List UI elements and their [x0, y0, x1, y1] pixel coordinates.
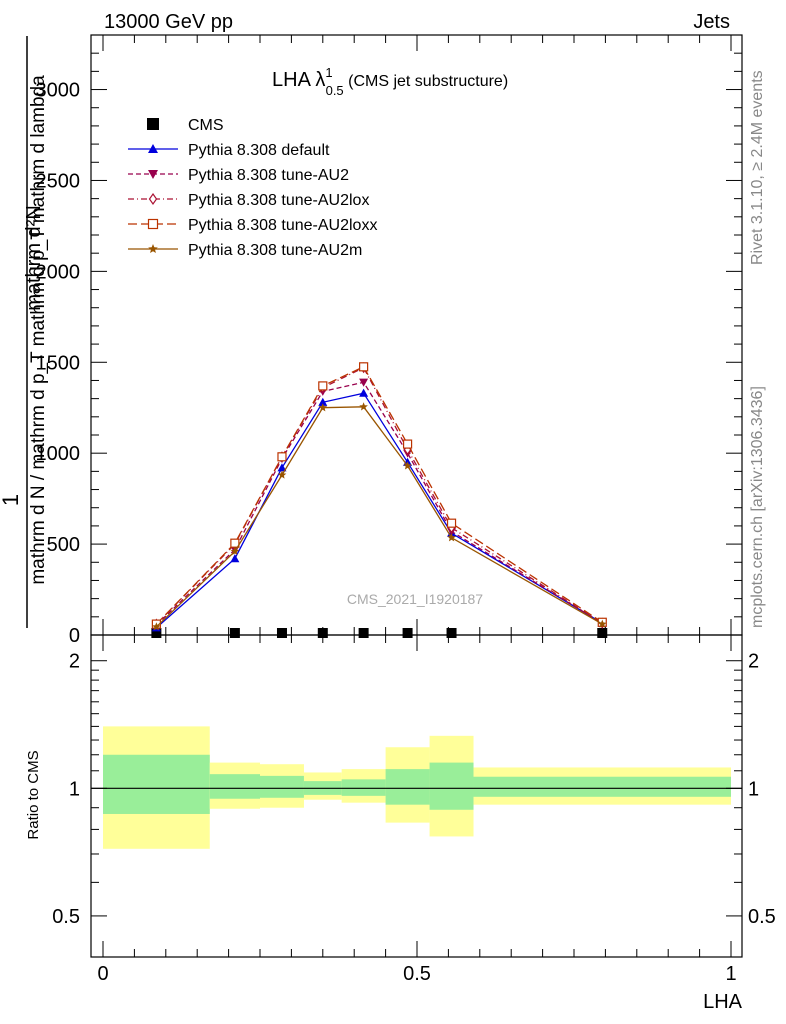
ratio-axis-ticks	[91, 635, 742, 957]
mc-data-point	[402, 439, 413, 449]
cms-data-point	[402, 628, 413, 638]
cms-data-point	[597, 628, 608, 638]
cms-data-point	[358, 628, 369, 638]
mc-data-point	[277, 463, 287, 472]
title-sub: 0.5	[326, 83, 344, 98]
cms-data-point	[151, 628, 162, 638]
ratio-band-inner	[103, 754, 210, 814]
cms-data-point	[317, 628, 328, 638]
marker-square-open	[147, 218, 159, 230]
y-label-numerator: mathrm d²N	[23, 205, 45, 311]
title-sup: 1	[325, 65, 332, 80]
mc-data-point	[359, 378, 369, 387]
y-tick-label-main: 3000	[36, 80, 81, 102]
x-tick-label: 0.5	[403, 963, 431, 985]
legend-label: Pythia 8.308 tune-AU2loxx	[188, 217, 377, 234]
marker-diamond-open	[148, 192, 158, 206]
ratio-band-inner	[341, 779, 386, 796]
mc-data-point	[359, 402, 368, 411]
x-axis-label: LHA	[703, 991, 743, 1013]
ratio-band-inner	[260, 775, 304, 798]
ratio-y-tick-labels: 0.5 0.5 1 1 2 2	[52, 651, 776, 928]
series-line	[155, 365, 603, 625]
y-tick-label-main: 1500	[36, 352, 81, 374]
y-tick-label-ratio-right: 2	[748, 651, 759, 673]
ratio-band-inner	[429, 762, 474, 810]
mc-data-point	[318, 397, 328, 406]
mc-data-point	[446, 518, 457, 528]
mcplots-label: mcplots.cern.ch [arXiv:1306.3436]	[749, 386, 766, 628]
cms-data-point	[446, 628, 457, 638]
y-tick-label-ratio-right: 0.5	[748, 906, 776, 928]
mc-data-point	[359, 388, 369, 397]
marker-triangle-up	[148, 144, 158, 153]
x-tick-labels: 0 0.5 1	[97, 963, 736, 985]
series-line	[155, 366, 603, 625]
mc-data-point	[230, 554, 240, 563]
y-axis-label-ratio: Ratio to CMS	[25, 750, 42, 839]
legend-label: Pythia 8.308 tune-AU2	[188, 167, 349, 184]
y-tick-label-main: 2000	[36, 261, 81, 283]
y-label-one: 1	[0, 494, 23, 506]
mc-data-point	[598, 619, 607, 628]
main-y-tick-labels: 0 500 1000 1500 2000 2500 3000	[36, 80, 81, 647]
mc-data-point	[318, 381, 328, 391]
marker-star	[148, 244, 158, 253]
legend-label: Pythia 8.308 tune-AU2m	[188, 242, 362, 259]
series-line	[155, 406, 603, 628]
mc-data-point	[152, 622, 161, 631]
mc-data-point	[230, 546, 240, 555]
y-tick-label-ratio: 1	[69, 778, 80, 800]
y-tick-label-main: 0	[69, 625, 80, 647]
y-tick-label-main: 1000	[36, 443, 81, 465]
mc-data-point	[359, 362, 369, 372]
mc-data-point	[277, 452, 287, 462]
mc-data-point	[447, 533, 456, 542]
y-tick-label-ratio-right: 1	[748, 778, 759, 800]
chart-title: LHA λ1 0.5 (CMS jet substructure)	[272, 65, 508, 98]
main-series-layer	[151, 362, 608, 638]
header-right: Jets	[693, 11, 730, 33]
mc-data-point	[403, 461, 412, 470]
mc-data-point	[277, 470, 287, 479]
ratio-band-inner	[209, 774, 260, 799]
series-line	[155, 392, 603, 629]
legend-label: Pythia 8.308 tune-AU2lox	[188, 192, 369, 209]
header-left: 13000 GeV pp	[104, 11, 233, 33]
legend-label: CMS	[188, 117, 224, 134]
y-tick-label-ratio: 0.5	[52, 906, 80, 928]
marker-square	[147, 118, 159, 130]
mc-data-point	[318, 403, 328, 412]
ratio-band-inner	[473, 776, 731, 797]
y-label-denominator: mathrm d N / mathrm d p_T mathrm d p_T m…	[28, 75, 49, 585]
ratio-bands-layer	[91, 726, 742, 849]
x-tick-label: 1	[725, 963, 736, 985]
title-suffix: (CMS jet substructure)	[344, 73, 508, 90]
title-main: LHA λ	[272, 69, 325, 91]
y-tick-label-main: 2500	[36, 170, 81, 192]
cms-data-point	[276, 628, 287, 638]
y-tick-label-main: 500	[47, 534, 80, 556]
legend-label: Pythia 8.308 default	[188, 142, 330, 159]
cms-data-point	[229, 628, 240, 638]
y-tick-label-ratio: 2	[69, 651, 80, 673]
x-tick-label: 0	[97, 963, 108, 985]
series-line	[155, 381, 603, 626]
ratio-band-inner	[385, 769, 430, 805]
legend: CMS Pythia 8.308 default Pythia 8.308 tune…	[128, 117, 377, 259]
rivet-label: Rivet 3.1.10, ≥ 2.4M events	[749, 70, 766, 265]
y-axis-label-main: 1 mathrm d²N mathrm d N / mathrm d p_T m…	[0, 36, 49, 628]
marker-triangle-down	[148, 170, 158, 179]
analysis-watermark: CMS_2021_I1920187	[347, 591, 483, 607]
